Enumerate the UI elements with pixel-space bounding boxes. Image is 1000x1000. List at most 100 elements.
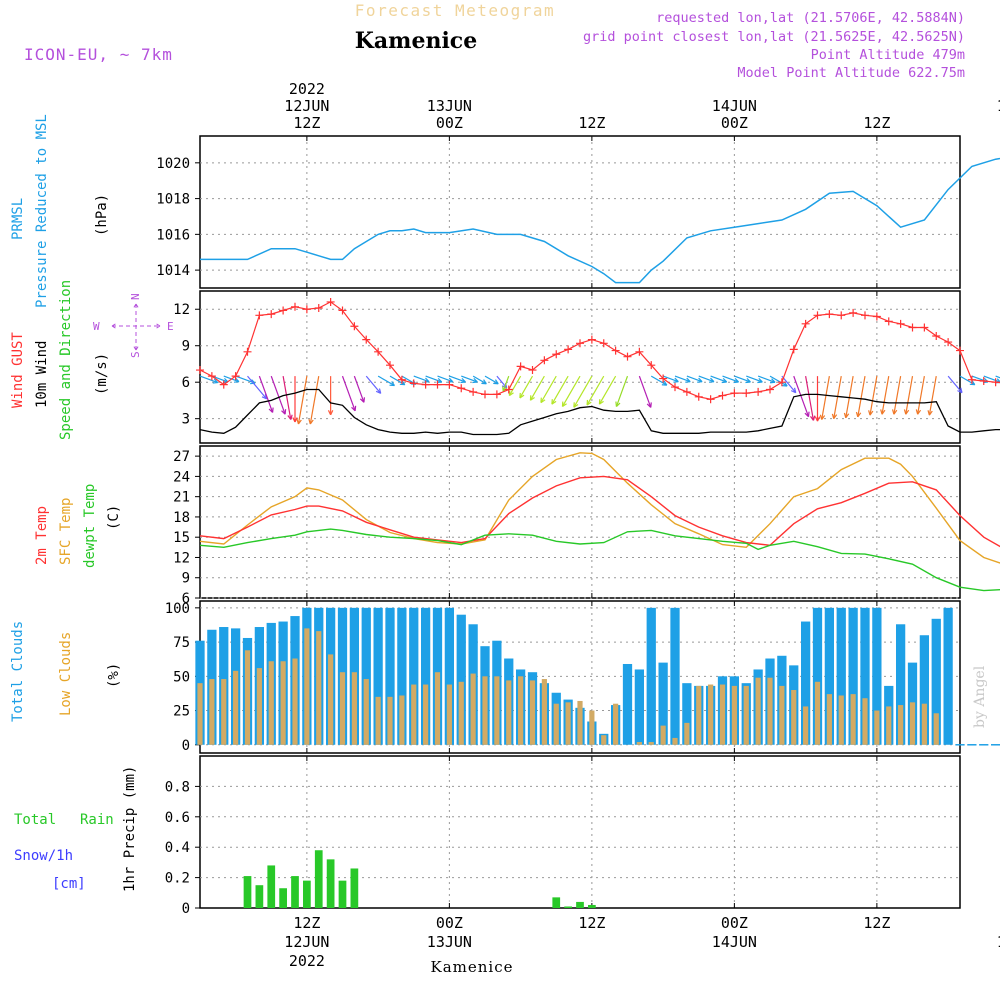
- y-tick-label: 1018: [156, 192, 190, 208]
- gust-point: [207, 372, 216, 381]
- temp-label-2m: 2m Temp: [34, 506, 50, 565]
- gust-point: [766, 385, 774, 394]
- wind-arrow-head: [831, 413, 835, 419]
- time-label-top: 12JUN: [284, 97, 329, 115]
- wind-arrow-head: [771, 378, 776, 383]
- wind-arrow-head: [917, 409, 922, 415]
- wind-arrow: [598, 375, 617, 405]
- wind-arrow-head: [599, 400, 604, 405]
- compass-e: E: [167, 320, 174, 333]
- rain-bar: [576, 901, 584, 908]
- low-cloud-bar: [660, 725, 666, 745]
- wind-arrow-head: [722, 377, 728, 383]
- time-label-bottom: 12Z: [863, 914, 890, 932]
- gust-point: [837, 311, 846, 320]
- panels: 1014 1016 1018 1020 3 6 9 12 6 9 12 15 18 21 24 27 0 25 50…: [156, 135, 1000, 917]
- pressure-ylabels: PRMSL Pressure Reduced to MSL (hPa): [10, 114, 110, 308]
- total-cloud-bar: [919, 635, 930, 745]
- low-cloud-bar: [636, 742, 642, 745]
- total-cloud-bar: [860, 607, 870, 745]
- rain-bar: [552, 897, 561, 908]
- total-cloud-bar: [456, 614, 466, 745]
- rain-bar: [326, 859, 335, 908]
- cloud-label-total: Total Clouds: [10, 621, 26, 722]
- low-cloud-bar: [589, 710, 595, 745]
- wind-arrow-head: [790, 390, 797, 394]
- wind-arrow: [746, 375, 763, 383]
- wind-arrow-head: [461, 377, 466, 383]
- footer-location: Kamenice: [431, 958, 514, 976]
- gust-point: [611, 346, 620, 355]
- wind-arrow-head: [746, 377, 751, 383]
- gust-point: [599, 339, 608, 348]
- wind-arrow: [917, 376, 925, 415]
- wind-arrow-head: [674, 377, 679, 383]
- wind-arrow: [199, 375, 218, 384]
- wind-arrow: [698, 375, 715, 383]
- low-cloud-bar: [886, 706, 892, 745]
- panel-clouds: 0 25 50 75 100: [165, 600, 1000, 754]
- low-cloud-bar: [399, 695, 405, 745]
- wind-arrow: [983, 375, 1000, 383]
- wind-arrow: [270, 375, 286, 415]
- gust-point: [338, 306, 347, 315]
- y-tick-label: 21: [173, 490, 190, 506]
- rain-bar: [338, 880, 347, 908]
- total-cloud-bar: [634, 669, 645, 745]
- wind-arrow-head: [673, 381, 679, 383]
- wind-arrow-head: [757, 381, 763, 384]
- total-cloud-bar: [420, 607, 431, 745]
- gust-point: [421, 380, 430, 389]
- wind-arrow-head: [530, 396, 535, 401]
- low-cloud-bar: [601, 735, 607, 745]
- wind-arrow: [425, 375, 442, 383]
- gust-point: [659, 374, 668, 383]
- wind-arrow-head: [698, 377, 703, 383]
- total-cloud-bar: [848, 607, 858, 745]
- wind-arrow-head: [733, 381, 739, 384]
- total-cloud-bar: [409, 607, 419, 745]
- wind-arrow-head: [957, 390, 963, 394]
- gust-point: [979, 376, 988, 385]
- wind-arrow: [461, 375, 478, 383]
- wind-arrow: [502, 375, 510, 392]
- wind-arrow: [508, 375, 522, 396]
- low-cloud-bar: [755, 677, 761, 745]
- wind-arrow-head: [296, 419, 300, 425]
- wind-arrow-head: [686, 377, 691, 383]
- gust-point: [528, 366, 537, 375]
- gust-point: [932, 331, 941, 340]
- panel-frame: [199, 445, 961, 599]
- wind-arrow: [519, 375, 534, 399]
- wind-arrow: [309, 376, 320, 425]
- panel-precipitation: 0 0.2 0.4 0.6 0.8: [165, 755, 961, 917]
- gust-point: [302, 305, 311, 314]
- gust-point: [255, 311, 264, 320]
- gust-point: [825, 310, 834, 319]
- time-label-bottom: 15JUN: [997, 933, 1000, 951]
- gust-point: [552, 350, 561, 359]
- y-tick-label: 6: [182, 375, 190, 391]
- precip-label-unit: 1hr Precip (mm): [122, 766, 138, 892]
- wind-arrow-head: [233, 381, 240, 383]
- time-label-bottom: 12JUN: [284, 933, 329, 951]
- wind-arrow-head: [308, 419, 311, 425]
- wind-arrow-head: [502, 386, 504, 392]
- wind-arrow: [793, 375, 810, 417]
- total-cloud-bar: [931, 618, 941, 745]
- panel-pressure: 1014 1016 1018 1020: [156, 135, 1000, 289]
- wind-arrow-head: [309, 419, 314, 425]
- gust-point: [718, 391, 727, 400]
- wind-arrow-head: [807, 411, 810, 417]
- wind-arrow-head: [251, 379, 256, 384]
- temp-label-unit: (C): [106, 505, 122, 530]
- wind-arrow-head: [616, 402, 621, 407]
- y-tick-label: 0.6: [165, 810, 190, 826]
- low-cloud-bar: [506, 680, 512, 745]
- location-title: Kamenice: [355, 28, 477, 54]
- wind-arrow: [805, 376, 815, 421]
- wind-arrow: [413, 375, 430, 383]
- pressure-label-prmsl: PRMSL: [10, 198, 26, 240]
- time-label-bottom: 00Z: [721, 914, 748, 932]
- gust-point: [504, 385, 513, 394]
